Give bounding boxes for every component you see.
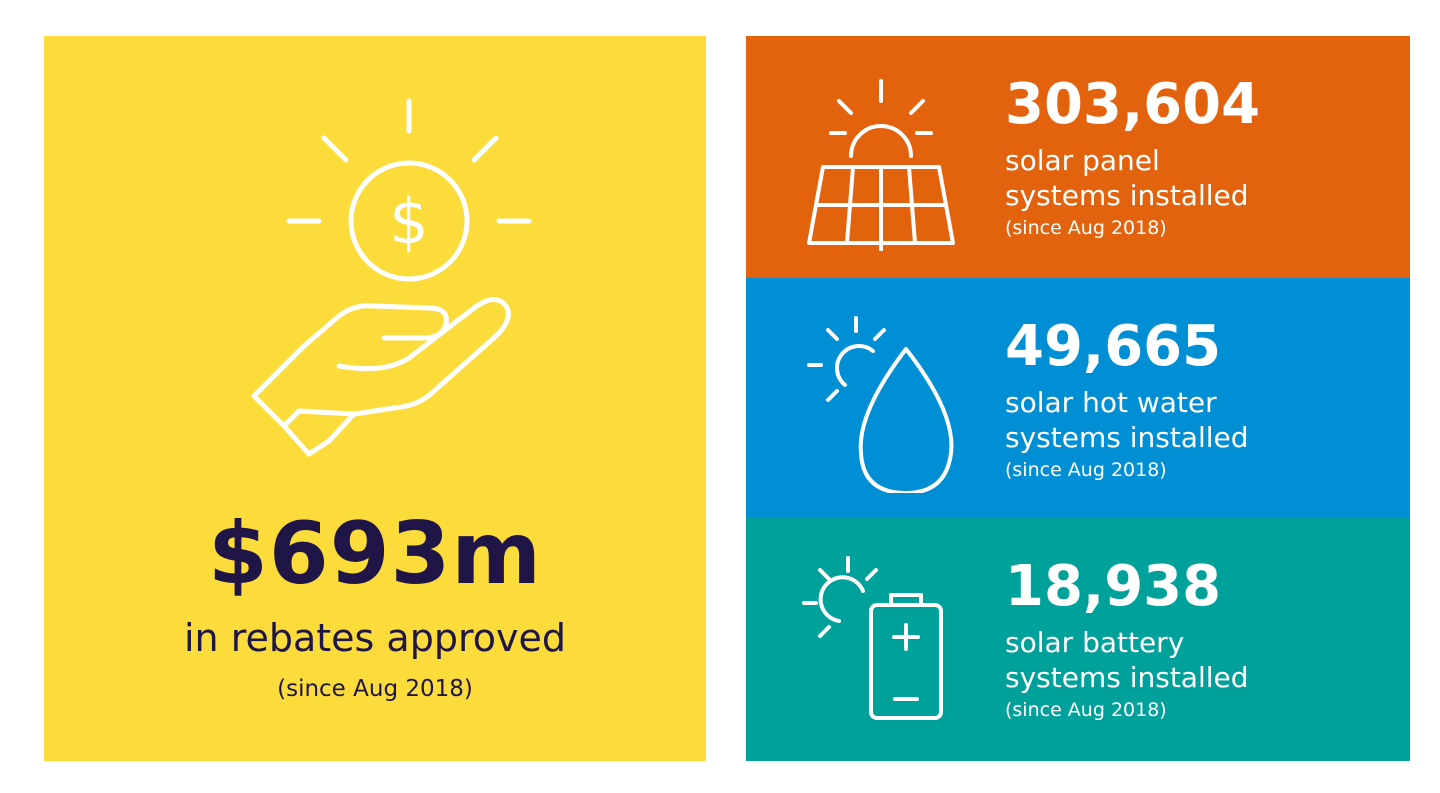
stat-value: 18,938 <box>1005 554 1222 619</box>
rebates-note: (since Aug 2018) <box>277 676 473 702</box>
svg-text:$: $ <box>389 185 428 258</box>
solar-panel-icon <box>807 79 955 251</box>
stat-label: solar hot water <box>1005 386 1217 419</box>
rebates-panel: $ $693m in rebates approved (since Aug 2… <box>44 36 706 761</box>
hand-holding-coin-icon: $ <box>251 98 532 457</box>
stat-solar-hot-water: 49,665 solar hot water systems installed… <box>746 278 1410 518</box>
stat-note: (since Aug 2018) <box>1005 459 1167 481</box>
rebates-value: $693m <box>208 504 542 604</box>
stat-value: 49,665 <box>1005 314 1222 379</box>
sun-battery-icon <box>802 556 943 720</box>
stat-label: solar panel <box>1005 144 1160 177</box>
stat-note: (since Aug 2018) <box>1005 217 1167 239</box>
stat-solar-panel: 303,604 solar panel systems installed (s… <box>746 36 1410 278</box>
stat-label: solar battery <box>1005 626 1185 659</box>
stat-label: systems installed <box>1005 661 1249 694</box>
rebates-label: in rebates approved <box>183 616 566 660</box>
stat-note: (since Aug 2018) <box>1005 699 1167 721</box>
sun-water-drop-icon <box>807 316 954 493</box>
stat-value: 303,604 <box>1005 72 1261 137</box>
stat-label: systems installed <box>1005 179 1249 212</box>
stat-solar-battery: 18,938 solar battery systems installed (… <box>746 518 1410 761</box>
stat-label: systems installed <box>1005 421 1249 454</box>
